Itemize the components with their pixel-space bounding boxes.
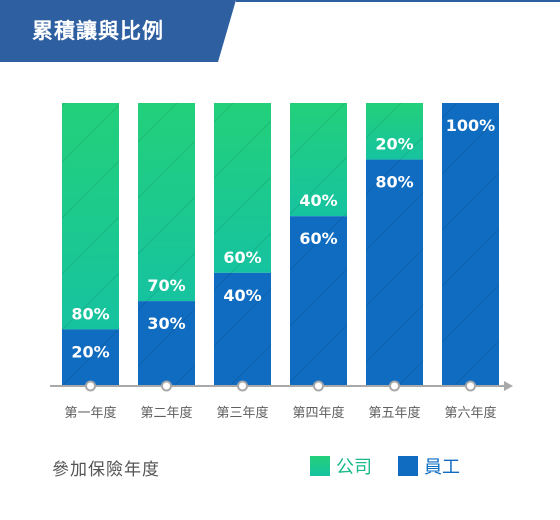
x-tick-label: 第一年度 — [64, 405, 116, 421]
data-label-employee: 40% — [223, 286, 261, 305]
legend-label: 員工 — [424, 457, 460, 478]
bar-texture — [138, 103, 195, 386]
x-axis — [50, 380, 513, 392]
data-label-employee: 80% — [375, 173, 413, 192]
x-axis-marker — [389, 380, 400, 392]
data-label-company: 60% — [223, 248, 261, 267]
x-tick-label: 第二年度 — [140, 405, 192, 421]
bar-texture — [290, 103, 347, 386]
bar-texture — [366, 103, 423, 386]
data-label-company: 20% — [375, 135, 413, 154]
legend-swatch — [310, 456, 330, 476]
bars-group — [62, 103, 499, 386]
title-banner — [0, 0, 560, 62]
bar-texture — [214, 103, 271, 386]
legend: 公司 員工 — [310, 453, 460, 479]
x-axis-marker — [85, 380, 96, 392]
data-labels-group: 20% 80% 30% 70% 40% 60% 60% 40% 80% 20% 100% — [71, 116, 495, 361]
x-axis-marker — [237, 380, 248, 392]
x-tick-labels: 第一年度 第二年度 第三年度 第四年度 第五年度 第六年度 — [64, 405, 496, 421]
x-axis-marker — [313, 380, 324, 392]
data-label-employee: 60% — [299, 229, 337, 248]
x-axis-marker — [161, 380, 172, 392]
x-axis-arrow — [504, 381, 513, 391]
x-tick-label: 第五年度 — [368, 405, 420, 421]
bar-texture — [62, 103, 119, 386]
data-label-company: 80% — [71, 304, 109, 323]
legend-swatch — [398, 456, 418, 476]
data-label-employee: 100% — [446, 116, 495, 135]
chart-title: 累積讓與比例 — [32, 19, 164, 43]
data-label-company: 40% — [299, 191, 337, 210]
legend-item-company: 公司 — [310, 453, 372, 479]
x-axis-title: 參加保險年度 — [52, 460, 160, 480]
x-axis-marker — [465, 380, 476, 392]
x-tick-label: 第四年度 — [292, 405, 344, 421]
bar-texture — [442, 103, 499, 386]
x-tick-label: 第六年度 — [444, 405, 496, 421]
legend-label: 公司 — [336, 457, 372, 478]
stacked-bar-chart: 20%80%30%70%40%60%60%40%80%20%100% 第一年度第… — [50, 103, 513, 421]
data-label-company: 70% — [147, 276, 185, 295]
data-label-employee: 30% — [147, 314, 185, 333]
legend-item-employee: 員工 — [398, 453, 460, 479]
x-tick-label: 第三年度 — [216, 405, 268, 421]
title-banner-shape — [0, 0, 236, 62]
data-label-employee: 20% — [71, 342, 109, 361]
